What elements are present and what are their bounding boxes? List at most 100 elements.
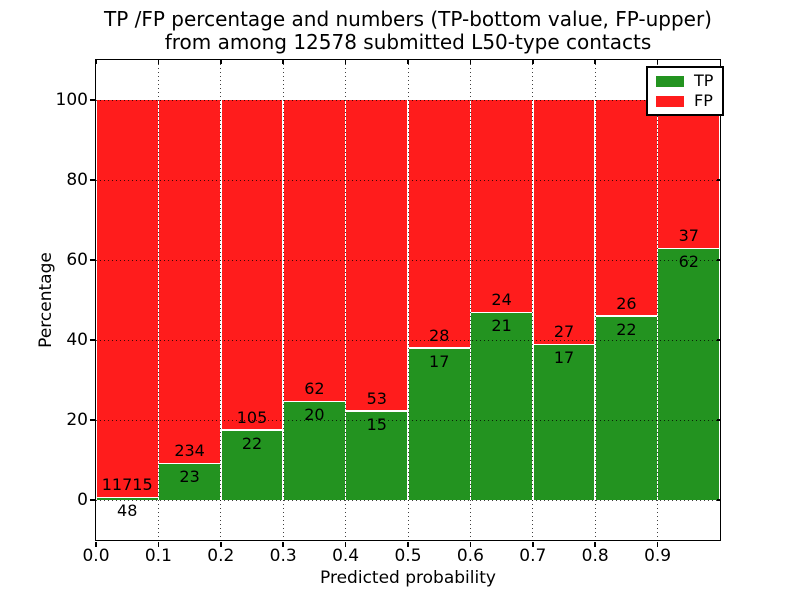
x-tick-label-0.2: 0.2 [207, 546, 235, 566]
y-tick-label-80: 80 [66, 170, 88, 190]
y-tick-left-60 [89, 259, 95, 261]
tp-count-label-bin7: 17 [553, 348, 575, 368]
legend-swatch-fp [656, 95, 684, 107]
legend: TP FP [646, 66, 725, 116]
x-tick-top-0.6 [469, 60, 472, 64]
tp-count-label-bin5: 17 [429, 351, 450, 371]
x-tick-top-0.8 [594, 60, 596, 64]
x-tick-label-0.5: 0.5 [394, 546, 422, 566]
y-tick-left-40 [89, 339, 95, 341]
x-tick-bottom-0.7 [532, 541, 534, 547]
y-tick-right-40 [716, 339, 721, 341]
x-tick-bottom-0.4 [344, 541, 347, 547]
legend-label-fp: FP [694, 91, 713, 110]
x-tick-label-0.4: 0.4 [332, 546, 360, 566]
bar-tp-bin1 [159, 464, 221, 500]
plot-area [96, 60, 720, 540]
y-tick-label-100: 100 [55, 90, 88, 110]
y-tick-label-20: 20 [66, 410, 88, 430]
fp-count-label-bin5: 28 [429, 325, 450, 345]
y-tick-label-0: 0 [77, 490, 88, 510]
bar-fp-bin8 [595, 100, 657, 316]
x-tick-top-0.7 [532, 60, 534, 64]
x-tick-bottom-0.0 [95, 541, 97, 547]
x-axis-label: Predicted probability [320, 568, 496, 588]
gridline-x-0.3 [282, 60, 284, 540]
gridline-x-0.6 [469, 60, 471, 540]
bar-tp-bin5 [408, 348, 470, 500]
x-tick-bottom-0.2 [220, 541, 222, 547]
x-tick-bottom-0.5 [407, 541, 409, 547]
fp-count-label-bin0: 11715 [101, 475, 153, 495]
gridline-x-0.5 [407, 60, 409, 540]
x-tick-top-0.2 [220, 60, 222, 64]
x-tick-label-0.8: 0.8 [581, 546, 609, 566]
bar-tp-bin3 [283, 402, 345, 500]
x-tick-bottom-0.3 [282, 541, 284, 547]
x-tick-label-0.0: 0.0 [82, 546, 110, 566]
bar-fp-bin5 [408, 100, 470, 348]
bar-tp-bin2 [221, 430, 283, 500]
x-tick-top-0.3 [282, 60, 284, 64]
x-tick-bottom-0.9 [656, 541, 659, 547]
y-tick-left-0 [89, 499, 95, 501]
gridline-x-0.2 [220, 60, 222, 540]
bar-fp-bin3 [283, 100, 345, 401]
fp-count-label-bin6: 24 [491, 290, 512, 310]
fp-count-label-bin7: 27 [553, 322, 575, 342]
fp-count-label-bin2: 105 [236, 407, 268, 427]
x-tick-bottom-0.1 [157, 541, 160, 547]
bar-tp-bin8 [595, 316, 657, 500]
legend-entry-tp: TP [656, 71, 714, 90]
legend-entry-fp: FP [656, 91, 713, 110]
y-tick-right-80 [716, 179, 721, 181]
bar-tp-bin0 [96, 498, 158, 500]
x-tick-label-0.9: 0.9 [644, 546, 672, 566]
chart-title-line2: from among 12578 submitted L50-type cont… [164, 30, 652, 54]
gridline-x-0.1 [157, 60, 159, 540]
fp-count-label-bin3: 62 [304, 379, 325, 399]
fp-count-label-bin4: 53 [366, 388, 387, 408]
gridline-x-0.7 [532, 60, 534, 540]
tp-count-label-bin4: 15 [366, 414, 387, 434]
y-tick-right-20 [716, 419, 721, 421]
legend-swatch-tp [656, 75, 684, 87]
gridline-x-0.9 [657, 60, 659, 540]
bar-fp-bin9 [658, 100, 720, 248]
x-tick-top-0.9 [656, 60, 659, 64]
tp-count-label-bin0: 48 [117, 501, 138, 521]
bar-tp-bin9 [658, 249, 720, 500]
x-tick-bottom-0.6 [469, 541, 472, 547]
x-tick-label-0.1: 0.1 [144, 546, 172, 566]
x-tick-label-0.7: 0.7 [519, 546, 547, 566]
y-tick-label-40: 40 [66, 330, 88, 350]
bar-fp-bin4 [346, 100, 408, 411]
gridline-x-0.8 [594, 60, 596, 540]
fp-count-label-bin8: 26 [616, 293, 637, 313]
y-tick-right-0 [716, 499, 721, 501]
y-tick-label-60: 60 [66, 250, 88, 270]
chart-title: TP /FP percentage and numbers (TP-bottom… [96, 8, 720, 54]
bar-fp-bin6 [471, 100, 533, 312]
bar-fp-bin0 [96, 100, 158, 497]
bar-fp-bin1 [159, 100, 221, 463]
y-tick-left-80 [89, 179, 95, 181]
chart-title-line1: TP /FP percentage and numbers (TP-bottom… [104, 7, 712, 31]
tp-count-label-bin9: 62 [678, 252, 699, 272]
x-tick-bottom-0.8 [594, 541, 596, 547]
bar-tp-bin6 [471, 313, 533, 500]
x-tick-label-0.3: 0.3 [269, 546, 297, 566]
x-tick-top-0.4 [344, 60, 347, 64]
fp-count-label-bin9: 37 [678, 226, 699, 246]
bar-tp-bin7 [533, 345, 595, 500]
x-tick-label-0.6: 0.6 [456, 546, 484, 566]
tp-count-label-bin6: 21 [491, 316, 512, 336]
fp-count-label-bin1: 234 [174, 441, 205, 461]
x-tick-top-0.0 [95, 60, 97, 64]
legend-label-tp: TP [694, 71, 714, 90]
bar-tp-bin4 [346, 411, 408, 500]
y-tick-right-60 [716, 259, 721, 261]
tp-count-label-bin1: 23 [179, 467, 200, 487]
y-tick-left-20 [89, 419, 95, 421]
